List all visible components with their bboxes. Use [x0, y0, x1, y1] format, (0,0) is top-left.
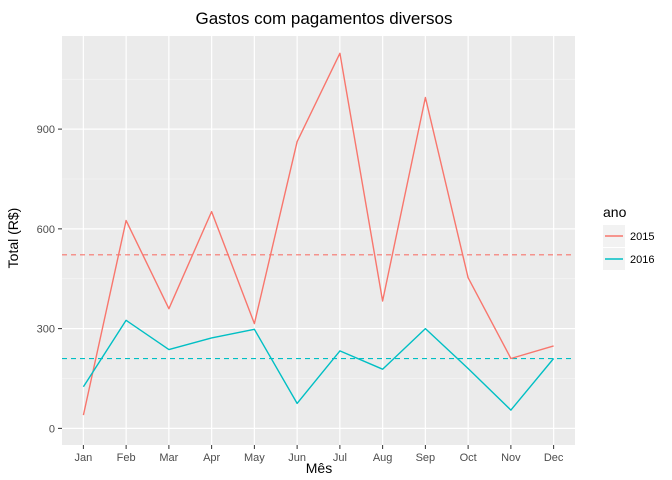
x-axis-title: Mês — [306, 460, 332, 476]
legend-title: ano — [603, 204, 627, 220]
x-tick-label: Apr — [203, 452, 220, 464]
x-tick-label: Aug — [373, 452, 393, 464]
y-axis-title: Total (R$) — [5, 208, 21, 269]
series-line-2015 — [82, 52, 554, 416]
x-tick-label: Nov — [501, 452, 521, 464]
x-tick-label: May — [244, 452, 265, 464]
x-tick-label: Oct — [460, 452, 477, 464]
grid-lines — [62, 36, 575, 445]
y-tick-label: 900 — [37, 124, 55, 136]
legend-label-2015: 2015 — [630, 231, 654, 243]
x-tick-label: Sep — [416, 452, 436, 464]
series-lines — [82, 52, 555, 416]
x-axis-ticks: Jan Feb Mar Apr May Jun Jul Aug Sep Oct Nov Dec — [75, 445, 564, 464]
x-tick-label: Dec — [544, 452, 564, 464]
series-line-2016 — [82, 319, 555, 411]
mean-lines — [62, 254, 575, 360]
y-tick-label: 300 — [37, 324, 55, 336]
x-tick-label: Jan — [75, 452, 93, 464]
chart-title: Gastos com pagamentos diversos — [195, 9, 452, 28]
x-tick-label: Jul — [333, 452, 347, 464]
x-tick-label: Mar — [159, 452, 178, 464]
legend-label-2016: 2016 — [630, 254, 654, 266]
y-tick-label: 600 — [37, 224, 55, 236]
y-tick-label: 0 — [49, 423, 55, 435]
y-axis-ticks: 0 300 600 900 — [37, 124, 62, 435]
legend: ano 2015 2016 — [603, 204, 654, 270]
x-tick-label: Jun — [288, 452, 306, 464]
x-tick-label: Feb — [117, 452, 136, 464]
